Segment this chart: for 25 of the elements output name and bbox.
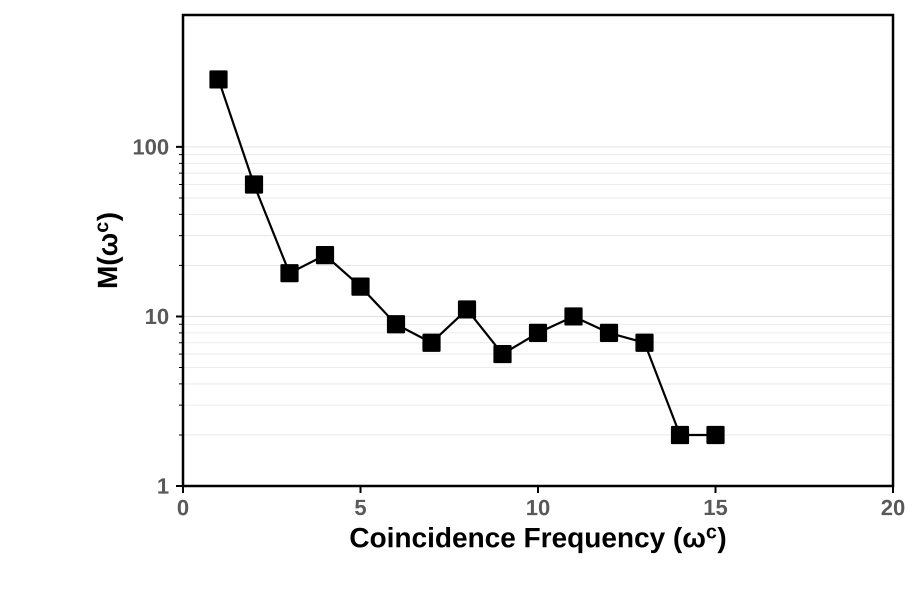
point xyxy=(458,300,476,319)
point xyxy=(528,324,548,342)
x-tick-label: 5 xyxy=(355,500,366,516)
y-axis-title: M(ω$^{c}$) xyxy=(96,213,123,288)
x-tick-label: 10 xyxy=(527,500,550,516)
x-tick-label: 0 xyxy=(178,500,188,516)
x-tick-label: 20 xyxy=(882,500,904,516)
x-tick-label: 15 xyxy=(704,500,728,516)
point xyxy=(280,264,299,282)
point xyxy=(422,334,441,352)
y-tick-label: 1 xyxy=(158,478,169,494)
point xyxy=(564,307,583,326)
y-tick-label: 10 xyxy=(146,308,168,324)
point xyxy=(351,278,370,296)
point xyxy=(635,334,654,352)
point xyxy=(244,175,264,194)
point xyxy=(386,315,406,334)
point xyxy=(670,426,690,444)
point xyxy=(706,426,725,444)
point xyxy=(493,344,512,364)
x-axis-title: Coincidence Frequency (ω$^{c}$) xyxy=(350,526,726,554)
point xyxy=(316,246,334,264)
point xyxy=(600,324,618,342)
y-tick-label: 100 xyxy=(134,139,168,155)
point xyxy=(209,70,228,89)
